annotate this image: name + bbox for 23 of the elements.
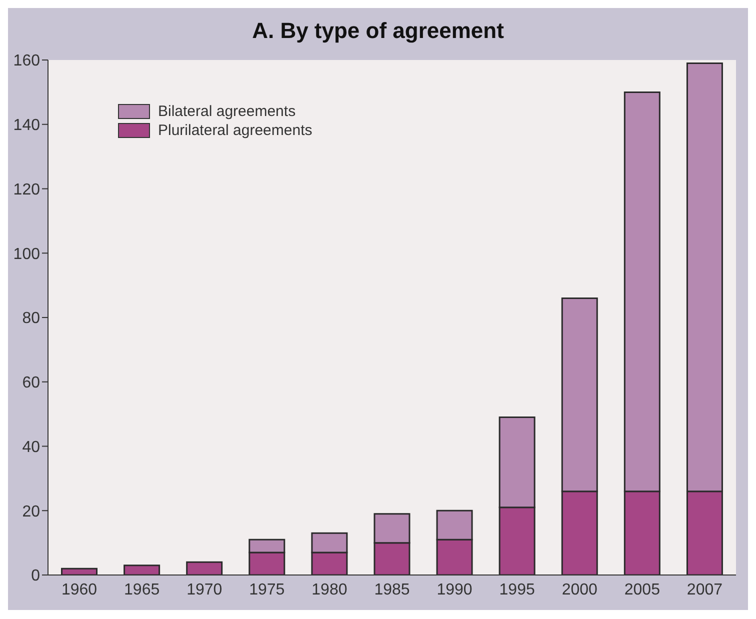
x-tick-label: 1990: [436, 581, 472, 598]
x-tick-label: 1975: [249, 581, 285, 598]
y-tick-label: 20: [22, 503, 40, 520]
x-tick-label: 1965: [124, 581, 160, 598]
y-tick-label: 120: [13, 181, 40, 198]
chart-title: A. By type of agreement: [251, 17, 505, 45]
x-tick-label: 1985: [374, 581, 410, 598]
x-tick-label: 2007: [686, 581, 723, 598]
legend-label: Plurilateral agreements: [158, 122, 312, 139]
y-tick-label: 140: [13, 117, 40, 134]
x-tick-label: 2005: [624, 581, 660, 598]
y-tick-label: 160: [13, 52, 40, 70]
x-tick-label: 1995: [499, 581, 535, 598]
legend-label: Bilateral agreements: [158, 103, 296, 120]
y-tick-label: 40: [22, 438, 40, 456]
y-tick-label: 80: [22, 310, 40, 328]
y-tick-label: 100: [13, 246, 40, 263]
x-tick-label: 2000: [562, 581, 598, 598]
x-tick-label: 1970: [186, 581, 222, 598]
y-tick-label: 60: [22, 374, 40, 392]
y-tick-label: 0: [31, 568, 40, 585]
x-tick-label: 1960: [61, 581, 98, 598]
x-tick-label: 1980: [312, 581, 348, 598]
